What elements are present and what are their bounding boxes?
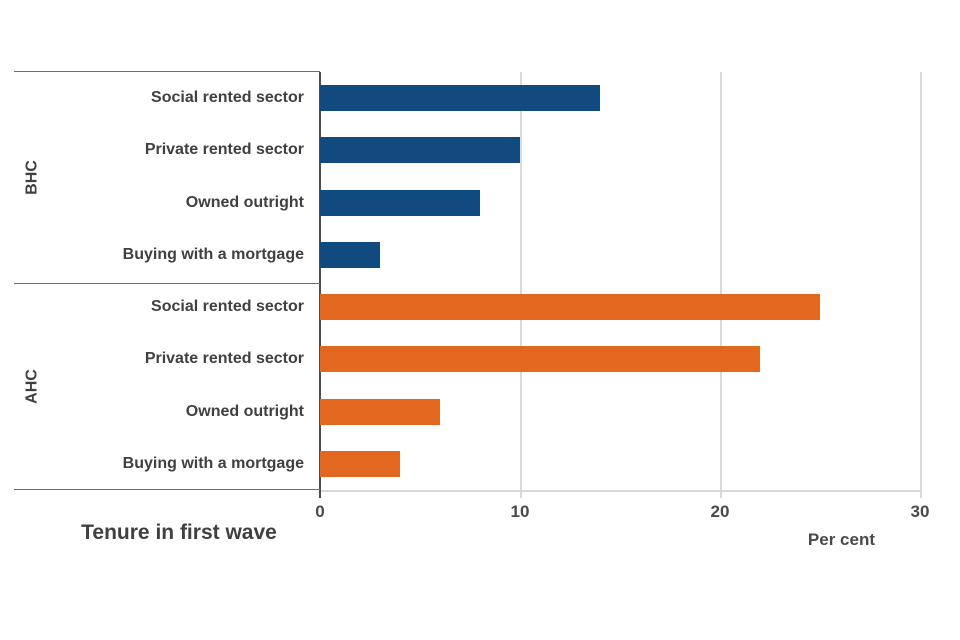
bar-ahc-owned-outright — [320, 398, 440, 425]
category-label: Private rented sector — [144, 350, 304, 368]
category-label: Owned outright — [185, 402, 304, 420]
bar-ahc-social-rented-sector — [320, 294, 820, 321]
bar-track — [320, 281, 920, 333]
bar-track — [320, 229, 920, 281]
chart-row: Owned outright — [14, 386, 920, 438]
x-tick-label-30: 30 — [910, 502, 930, 521]
bar-bhc-owned-outright — [320, 189, 480, 216]
x-tick-label-20: 20 — [710, 502, 730, 521]
category-label: Social rented sector — [151, 89, 304, 107]
bar-track — [320, 177, 920, 229]
gridline — [520, 72, 522, 498]
chart-row: Owned outright — [14, 177, 920, 229]
category-label: Buying with a mortgage — [122, 454, 304, 472]
bar-bhc-social-rented-sector — [320, 85, 600, 112]
plot-area — [320, 72, 922, 498]
bar-track — [320, 386, 920, 438]
category-label: Owned outright — [185, 193, 304, 211]
chart-row: Buying with a mortgage — [14, 438, 920, 490]
bar-bhc-private-rented-sector — [320, 137, 520, 164]
chart-row: Private rented sector — [14, 333, 920, 385]
bar-track — [320, 72, 920, 124]
x-axis-baseline — [320, 490, 920, 492]
category-panel-bottom-border — [14, 489, 320, 490]
chart-row: Social rented sector — [14, 281, 920, 333]
bar-track — [320, 438, 920, 490]
category-axis-title: Tenure in first wave — [81, 521, 277, 544]
x-tick-label-0: 0 — [315, 502, 325, 521]
chart-row: Private rented sector — [14, 124, 920, 176]
bar-track — [320, 124, 920, 176]
gridline — [920, 72, 922, 498]
group-separator-line — [14, 283, 320, 284]
x-axis-title: Per cent — [807, 530, 875, 549]
x-tick-label-10: 10 — [510, 502, 530, 521]
chart-row: Social rented sector — [14, 72, 920, 124]
bar-bhc-buying-with-a-mortgage — [320, 241, 380, 268]
category-panel-top-border — [14, 71, 320, 72]
value-axis-line — [319, 72, 321, 498]
category-label: Private rented sector — [144, 141, 304, 159]
bar-ahc-private-rented-sector — [320, 346, 760, 373]
gridline — [720, 72, 722, 498]
category-label: Social rented sector — [151, 298, 304, 316]
category-label: Buying with a mortgage — [122, 245, 304, 263]
chart-rows: Social rented sector Private rented sect… — [14, 72, 920, 490]
chart-row: Buying with a mortgage — [14, 229, 920, 281]
bar-track — [320, 333, 920, 385]
bar-ahc-buying-with-a-mortgage — [320, 450, 400, 477]
